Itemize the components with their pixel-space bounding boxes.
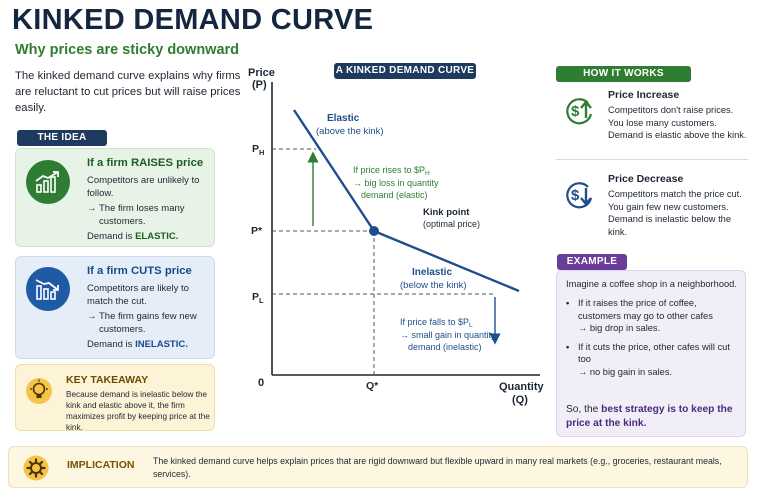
gear-icon [23,455,49,481]
cut-price-card: If a firm CUTS price Competitors are lik… [15,256,215,359]
tick-label-p-high: PH [252,143,264,157]
cut-card-text: Competitors are likely to match the cut. [87,283,189,307]
dollar-up-arrow-icon: $ [566,98,593,125]
cut-card-body: Competitors are likely to match the cut.… [87,283,211,352]
cut-demand-prefix: Demand is [87,339,133,350]
fall-note-line3: demand (inelastic) [408,342,482,352]
falling-chart-icon [26,267,70,311]
price-increase-title: Price Increase [608,89,680,101]
implication-title: IMPLICATION [67,459,135,471]
elastic-sublabel: (above the kink) [316,126,384,137]
raise-demand-prefix: Demand is [87,231,133,242]
y-axis-unit: (P) [252,79,267,91]
example-item: • If it raises the price of coffee, cust… [566,298,713,333]
chart-tag: A KINKED DEMAND CURVE [334,63,476,79]
price-increase-text: Competitors don't raise prices. You lose… [608,105,747,140]
cut-card-arrow-text: The firm gains few new customers. [99,311,197,335]
implication-text: The kinked demand curve helps explain pr… [153,456,722,479]
x-axis-unit: (Q) [512,394,528,406]
kink-label: Kink point [423,207,470,218]
implication-card: IMPLICATION The kinked demand curve help… [8,446,748,488]
example-item-text: If it raises the price of coffee, custom… [578,298,713,321]
how-it-works-tag: HOW IT WORKS [556,66,691,82]
rising-chart-icon [26,160,70,204]
elastic-segment [292,109,376,232]
conclusion-prefix: So, the [566,404,599,415]
tick-label-p-low: PL [252,291,264,305]
example-item: • If it cuts the price, other cafes will… [566,341,730,377]
raise-card-title: If a firm RAISES price [87,157,204,169]
tick-label-q-star: Q* [366,380,379,392]
kinked-demand-chart: Price (P) 0 Quantity (Q) PH P* PL Q* Ela… [248,67,544,406]
svg-text:$: $ [571,103,580,120]
price-decrease-row: $ Price Decrease Competitors match the p… [556,168,748,244]
raise-demand-value: ELASTIC. [135,231,179,242]
kink-point [369,226,379,236]
elastic-label: Elastic [327,113,360,124]
example-list: • If it raises the price of coffee, cust… [566,297,742,384]
rise-note-line1: If price rises to $PH [353,165,430,177]
page-subtitle: Why prices are sticky downward [15,42,240,58]
tick-label-p-star: P* [251,225,263,237]
lightbulb-icon [26,378,52,404]
intro-text: The kinked demand curve explains why fir… [15,70,241,114]
conclusion-emphasis: best strategy is to keep the price at th… [566,404,733,429]
dollar-down-arrow-icon: $ [566,182,593,209]
example-item-result: → big drop in sales. [578,323,661,333]
takeaway-title: KEY TAKEAWAY [66,374,149,386]
cut-card-title: If a firm CUTS price [87,265,192,277]
page-title: KINKED DEMAND CURVE [12,4,374,36]
example-card: Imagine a coffee shop in a neighborhood.… [556,270,746,437]
example-tag: EXAMPLE [557,254,627,270]
example-item-text: If it cuts the price, other cafes will c… [578,341,730,365]
inelastic-label: Inelastic [412,267,452,278]
svg-text:$: $ [571,187,580,204]
raise-card-body: Competitors are unlikely to follow. → The… [87,175,211,244]
price-decrease-text: Competitors match the price cut. You gai… [608,189,742,237]
raise-price-card: If a firm RAISES price Competitors are u… [15,148,215,247]
fall-note-line2: → small gain in quantity [400,330,496,340]
raise-card-arrow-text: The firm loses many customers. [99,203,185,227]
raise-card-text: Competitors are unlikely to follow. [87,175,200,199]
origin-label: 0 [258,377,264,389]
x-axis-label: Quantity [499,381,544,393]
arrow-icon: → [87,311,97,322]
fall-note-line1: If price falls to $PL [400,317,473,329]
example-intro: Imagine a coffee shop in a neighborhood. [566,279,737,289]
rise-note-line3: demand (elastic) [361,190,428,200]
example-conclusion: So, the best strategy is to keep the pri… [566,403,744,431]
key-takeaway-card: KEY TAKEAWAY Because demand is inelastic… [15,364,215,432]
cut-demand-value: INELASTIC. [135,339,188,350]
inelastic-sublabel: (below the kink) [400,280,467,291]
kink-sublabel: (optimal price) [423,219,480,229]
takeaway-text: Because demand is inelastic below the ki… [66,390,210,432]
price-increase-row: $ Price Increase Competitors don't raise… [556,84,748,160]
arrow-icon: → [87,203,97,214]
inelastic-segment [373,229,520,293]
example-item-result: → no big gain in sales. [578,366,673,377]
rise-note-line2: → big loss in quantity [353,178,439,188]
price-decrease-title: Price Decrease [608,173,684,185]
idea-tag: THE IDEA [17,130,107,146]
y-axis-label: Price [248,67,275,79]
